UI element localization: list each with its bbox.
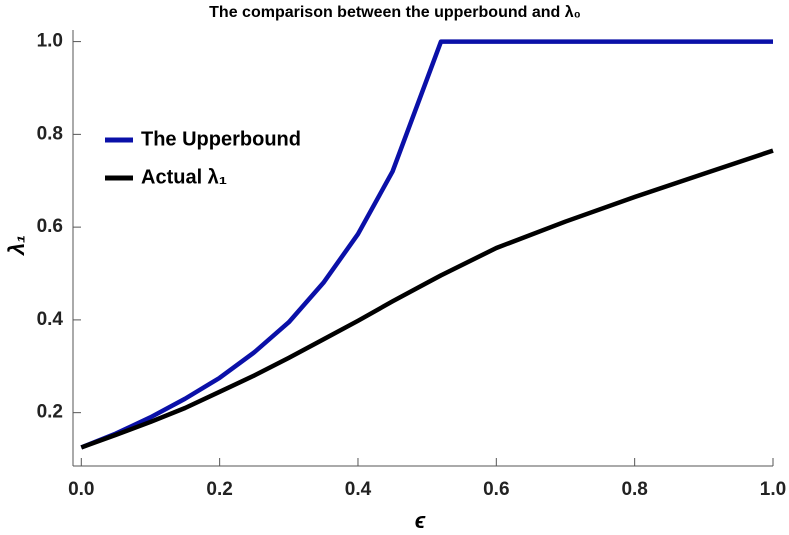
x-tick-label: 0.4 — [345, 479, 372, 500]
x-tick-label: 1.0 — [760, 479, 786, 500]
x-tick-label: 0.0 — [68, 479, 94, 500]
line-series — [80, 148, 774, 450]
chart-title: The comparison between the upperbound an… — [209, 4, 581, 21]
x-tick-label: 0.6 — [483, 479, 509, 500]
legend-label: The Upperbound — [141, 128, 301, 150]
y-tick-label: 0.8 — [37, 123, 63, 144]
y-tick-label: 0.4 — [37, 309, 64, 330]
x-tick-label: 0.2 — [206, 479, 232, 500]
x-axis-label: ϵ — [415, 508, 426, 533]
y-axis-label: λ₁ — [4, 235, 29, 256]
line-series — [80, 39, 773, 450]
x-tick-label: 0.8 — [621, 479, 647, 500]
y-tick-label: 0.2 — [37, 402, 63, 423]
y-tick-label: 1.0 — [37, 31, 63, 52]
legend-label: Actual λ₁ — [141, 166, 227, 188]
y-tick-label: 0.6 — [37, 216, 63, 237]
